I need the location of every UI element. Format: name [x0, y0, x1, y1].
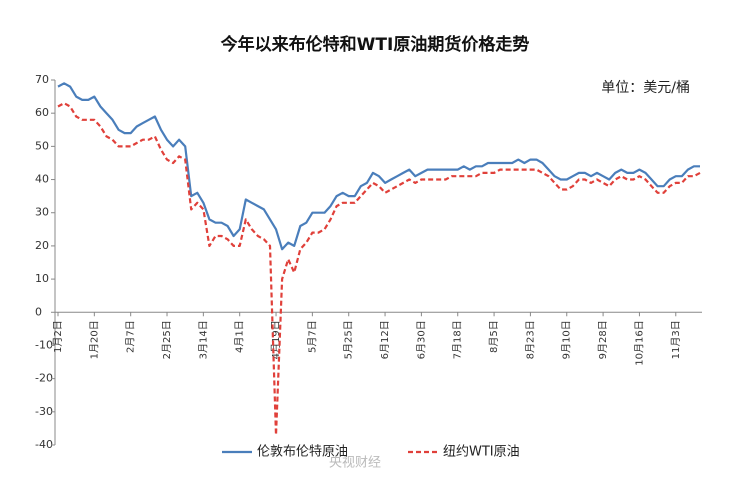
- x-tick-label: 1月2日: [52, 320, 64, 353]
- legend-label: 纽约WTI原油: [443, 445, 520, 460]
- x-tick-label: 6月12日: [379, 320, 391, 359]
- y-tick-label: 10: [35, 272, 49, 285]
- y-tick-label: 70: [35, 73, 49, 86]
- y-tick-label: -10: [35, 338, 53, 351]
- y-tick-label: 0: [35, 305, 42, 318]
- x-tick-label: 7月18日: [452, 320, 464, 359]
- y-tick-label: -20: [35, 372, 53, 385]
- y-tick-label: -40: [35, 438, 53, 451]
- x-tick-label: 5月25日: [343, 320, 355, 359]
- y-tick-label: 30: [35, 206, 49, 219]
- x-tick-label: 8月23日: [524, 320, 536, 359]
- y-tick-label: 20: [35, 239, 49, 252]
- x-tick-label: 2月25日: [161, 320, 173, 359]
- x-tick-label: 9月10日: [561, 320, 573, 359]
- x-tick-label: 3月14日: [197, 320, 209, 359]
- x-tick-label: 5月7日: [306, 320, 318, 353]
- unit-label: 单位：美元/桶: [601, 80, 690, 96]
- y-tick-label: 50: [35, 139, 49, 152]
- x-tick-label: 6月30日: [415, 320, 427, 359]
- x-tick-label: 4月1日: [234, 320, 246, 353]
- x-tick-label: 8月5日: [488, 320, 500, 353]
- chart-title: 今年以来布伦特和WTI原油期货价格走势: [221, 34, 530, 55]
- legend-label: 伦敦布伦特原油: [257, 444, 348, 460]
- x-tick-label: 11月3日: [670, 320, 682, 359]
- y-tick-label: -30: [35, 405, 53, 418]
- x-tick-label: 1月20日: [88, 320, 100, 359]
- x-tick-label: 9月28日: [597, 320, 609, 359]
- y-tick-label: 60: [35, 106, 49, 119]
- series-line: [57, 82, 700, 251]
- x-tick-label: 2月7日: [125, 320, 137, 353]
- x-tick-label: 10月16日: [633, 320, 645, 365]
- y-tick-label: 40: [35, 173, 49, 186]
- series-line: [57, 102, 701, 437]
- watermark: 央视财经: [329, 456, 381, 471]
